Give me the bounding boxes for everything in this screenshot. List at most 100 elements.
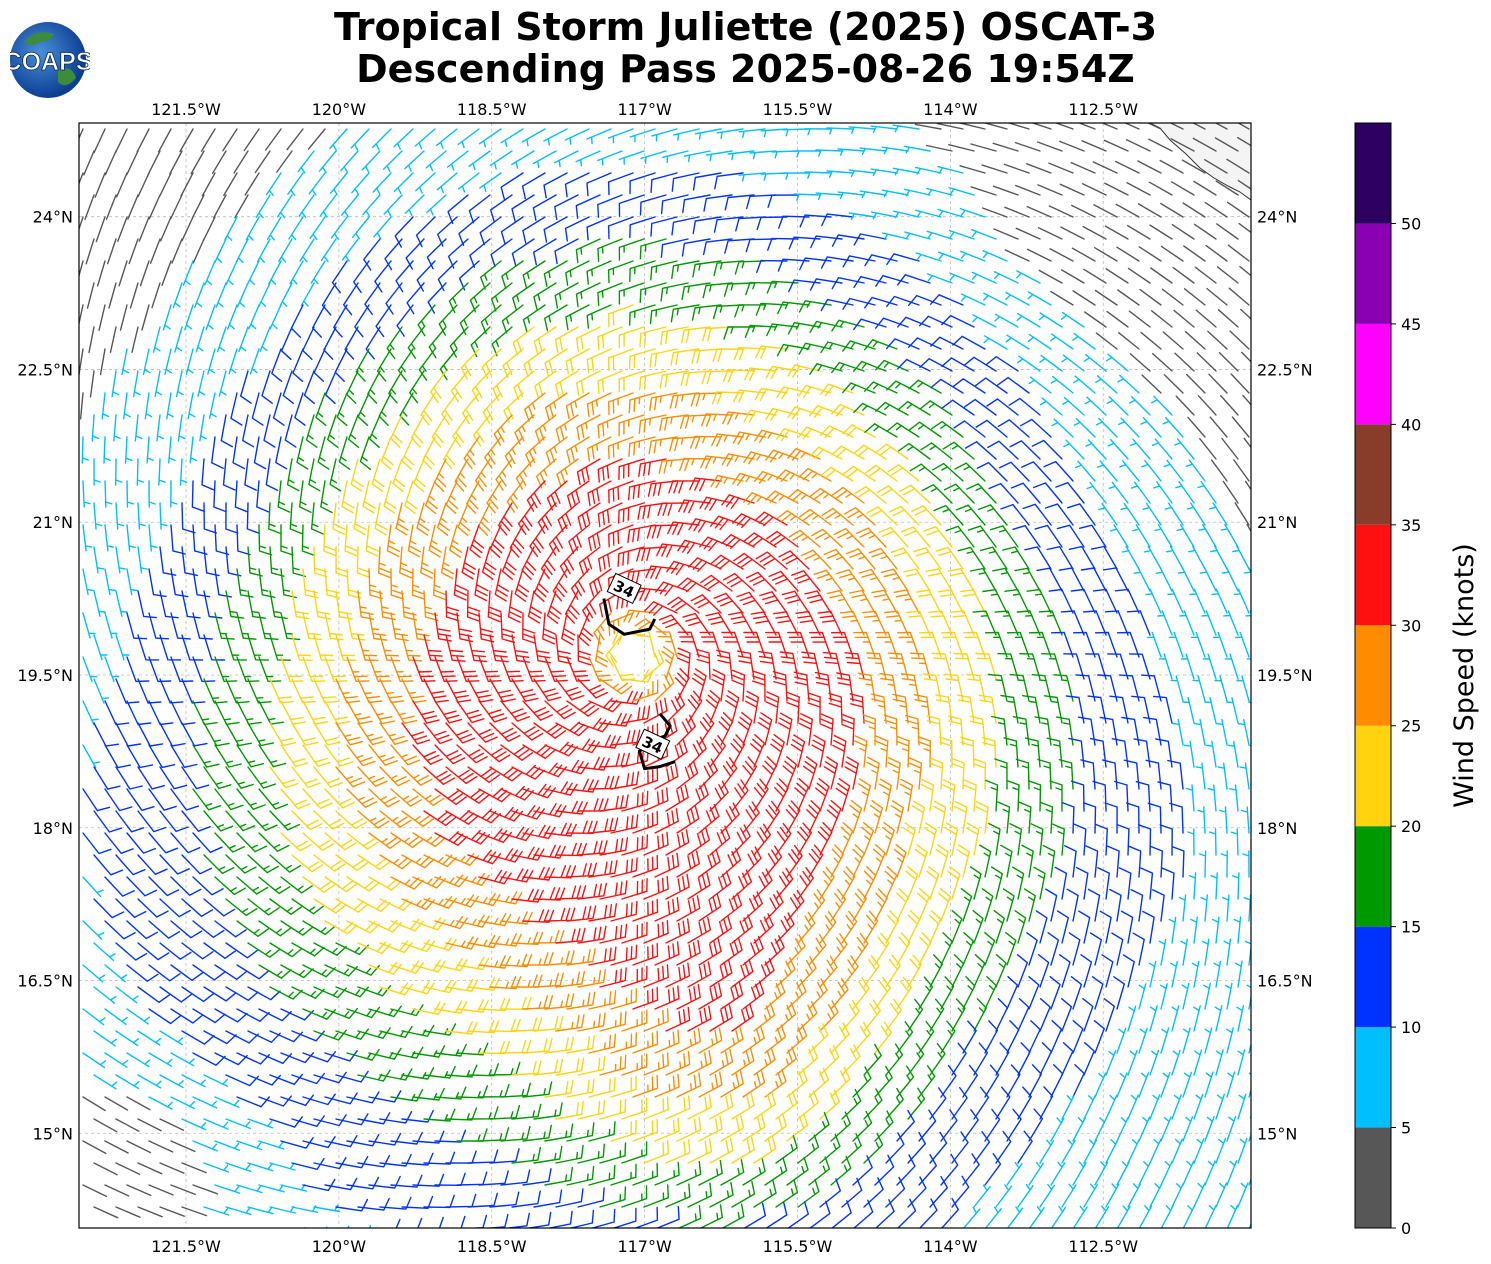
wind-barb: [452, 414, 469, 448]
wind-barb: [1174, 352, 1195, 372]
wind-barb: [1198, 523, 1217, 548]
wind-barb: [1193, 180, 1217, 196]
wind-barb: [654, 717, 678, 746]
wind-barb: [269, 304, 282, 330]
wind-barb: [694, 128, 722, 140]
wind-barb: [271, 348, 283, 382]
wind-barb: [1197, 806, 1206, 834]
lon-tick-label-top: 118.5°W: [457, 100, 527, 119]
wind-barb: [698, 938, 722, 966]
wind-barb: [348, 414, 360, 448]
wind-barb: [665, 784, 689, 812]
wind-barb: [621, 965, 648, 988]
wind-barb: [236, 1096, 270, 1108]
wind-barb: [489, 150, 513, 170]
wind-barb: [1204, 1027, 1213, 1054]
wind-barb: [841, 866, 856, 900]
wind-barb: [1153, 481, 1173, 504]
wind-barb: [1150, 267, 1173, 284]
wind-barb: [597, 414, 623, 439]
wind-barb: [566, 862, 597, 878]
wind-barb: [839, 610, 865, 636]
wind-barb: [1106, 845, 1120, 878]
wind-barb: [1061, 1042, 1074, 1076]
colorbar-tick-label: 45: [1401, 315, 1421, 334]
wind-barb: [890, 800, 905, 834]
wind-barb: [1226, 1071, 1236, 1098]
wind-barb: [137, 172, 150, 198]
wind-barb: [170, 700, 196, 726]
wind-barb: [1143, 545, 1162, 570]
wind-barb: [874, 1154, 895, 1186]
wind-barb: [608, 480, 634, 504]
wind-barb: [287, 172, 304, 196]
wind-barb: [981, 736, 997, 768]
wind-barb: [467, 849, 501, 865]
wind-barb: [1056, 716, 1074, 746]
wind-barb: [456, 872, 490, 886]
wind-barb: [375, 304, 392, 338]
wind-barb: [1211, 588, 1228, 614]
title-line-2: Descending Pass 2025-08-26 19:54Z: [356, 47, 1135, 91]
wind-barb: [982, 250, 1008, 262]
wind-barb: [457, 502, 471, 536]
wind-barb: [861, 610, 887, 636]
wind-barb: [268, 502, 282, 535]
wind-barb: [960, 888, 973, 922]
wind-barb: [973, 1184, 991, 1208]
wind-barb: [654, 941, 680, 966]
wind-barb: [929, 954, 943, 988]
wind-barb: [1101, 954, 1114, 988]
wind-barb: [798, 384, 832, 398]
wind-barb: [852, 1066, 872, 1098]
wind-barb: [82, 568, 95, 596]
wind-barb: [467, 808, 501, 824]
wind-barb: [754, 470, 788, 484]
wind-barb: [795, 610, 821, 636]
wind-barb: [699, 536, 733, 552]
wind-barb: [981, 164, 1008, 174]
wind-barb: [149, 238, 161, 264]
wind-barb: [1039, 397, 1063, 416]
lon-tick-label-top: 117°W: [617, 100, 672, 119]
wind-barb: [405, 238, 425, 270]
wind-barb: [490, 238, 513, 268]
wind-barb: [181, 722, 208, 747]
wind-barb: [302, 788, 333, 809]
wind-barb: [555, 800, 588, 815]
wind-barb: [610, 944, 638, 966]
wind-barb: [85, 238, 95, 265]
wind-barb: [754, 387, 788, 402]
wind-barb: [543, 216, 568, 243]
wind-barb: [225, 722, 252, 747]
wind-barb: [809, 320, 843, 333]
wind-barb: [265, 128, 282, 151]
wind-barb: [819, 1133, 841, 1164]
wind-barb: [700, 574, 733, 592]
wind-barb: [1102, 567, 1129, 592]
wind-barb: [649, 348, 678, 368]
wind-barb: [478, 912, 512, 927]
wind-barb: [390, 612, 409, 642]
wind-barb: [1037, 758, 1052, 790]
wind-barb: [247, 942, 281, 958]
wind-barb: [423, 722, 453, 745]
wind-barb: [1233, 916, 1242, 944]
wind-barb: [830, 977, 849, 1010]
wind-barb: [154, 370, 163, 398]
wind-barb: [1211, 916, 1220, 944]
wind-barb: [441, 392, 458, 426]
wind-barb: [1233, 459, 1250, 482]
wind-barb: [368, 1132, 402, 1146]
wind-barb: [1149, 1094, 1161, 1120]
wind-barb: [826, 127, 854, 135]
wind-barb: [335, 986, 369, 998]
wind-barb: [897, 400, 931, 416]
wind-barb: [817, 822, 833, 856]
lon-tick-label-top: 114°W: [923, 100, 978, 119]
wind-barb: [623, 609, 656, 623]
wind-barb: [636, 546, 667, 562]
wind-barb: [1193, 1005, 1201, 1032]
wind-barb: [1116, 1205, 1131, 1228]
